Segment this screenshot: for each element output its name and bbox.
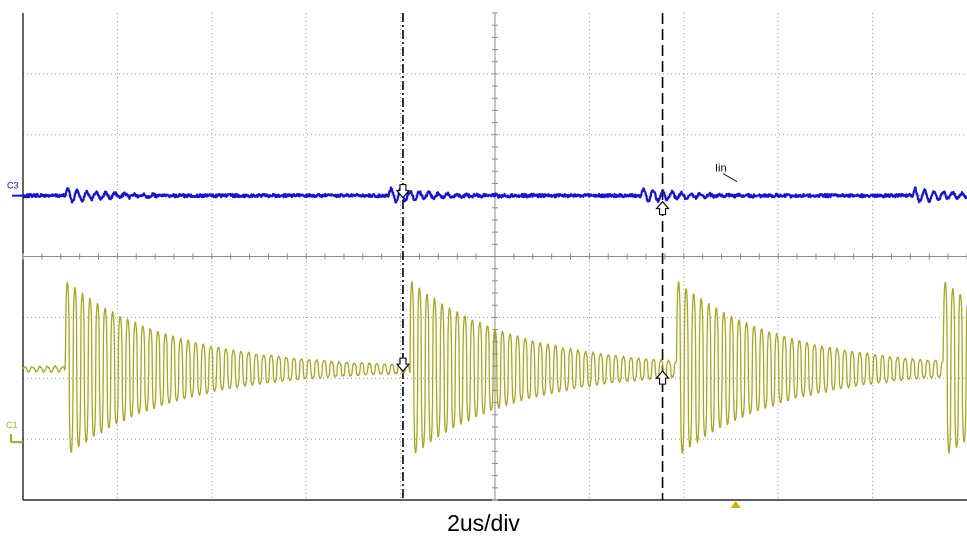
c1-channel-label: C1 [6, 420, 18, 430]
c3-channel-label: C3 [7, 181, 19, 191]
timebase-label: 2us/div [0, 510, 967, 537]
iin-annotation: Iin [715, 163, 727, 175]
